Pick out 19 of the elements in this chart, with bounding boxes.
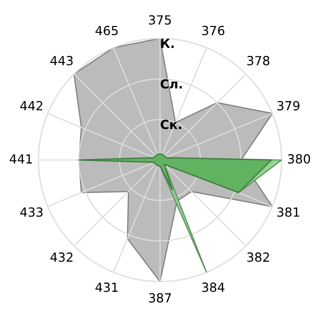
spoke-label: 387 xyxy=(149,293,171,303)
spoke-label: 431 xyxy=(96,282,118,292)
spoke-label: 382 xyxy=(247,252,269,262)
spoke-label: 465 xyxy=(96,26,118,36)
y-tick-label: Сл. xyxy=(160,79,182,89)
y-tick-label: К. xyxy=(161,38,174,48)
spoke-label: 433 xyxy=(20,207,43,217)
spoke-label: 375 xyxy=(149,15,171,25)
spoke-label: 432 xyxy=(50,252,72,262)
spoke-label: 384 xyxy=(202,282,224,292)
spoke-label: 378 xyxy=(247,56,270,66)
spoke-label: 443 xyxy=(50,56,73,66)
spoke-label: 442 xyxy=(20,100,42,110)
spoke-label: 376 xyxy=(202,26,224,36)
y-tick-label: Ск. xyxy=(160,120,182,130)
spoke-label: 381 xyxy=(277,207,300,217)
spoke-label: 380 xyxy=(288,154,310,164)
spoke-label: 441 xyxy=(10,154,32,164)
spoke-label: 379 xyxy=(277,100,300,110)
